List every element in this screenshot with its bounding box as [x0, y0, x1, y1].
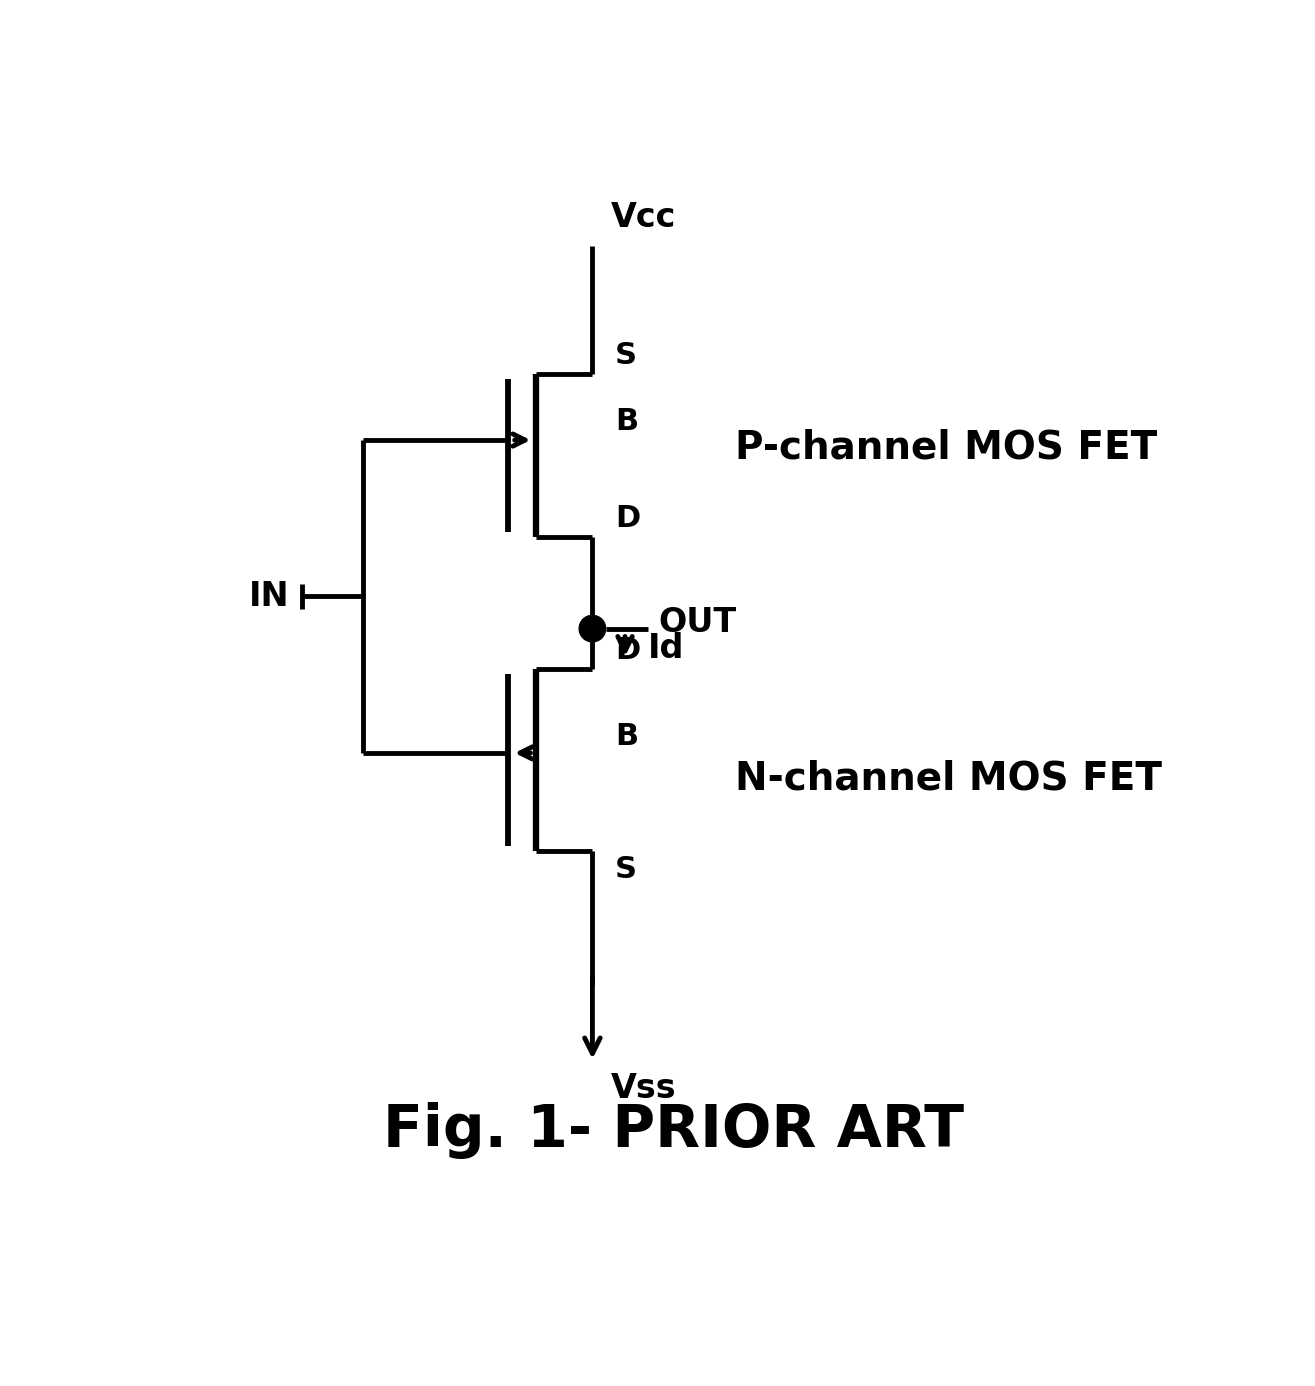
Text: D: D: [615, 503, 640, 532]
Text: Id: Id: [647, 632, 684, 665]
Text: B: B: [615, 407, 638, 437]
Text: Fig. 1- PRIOR ART: Fig. 1- PRIOR ART: [384, 1102, 964, 1159]
Text: OUT: OUT: [659, 606, 736, 639]
Text: Vss: Vss: [610, 1071, 676, 1105]
Text: P-channel MOS FET: P-channel MOS FET: [735, 428, 1157, 466]
Text: N-channel MOS FET: N-channel MOS FET: [735, 760, 1162, 797]
Text: D: D: [615, 636, 640, 665]
Text: S: S: [615, 341, 636, 370]
Text: B: B: [615, 722, 638, 751]
Text: IN: IN: [249, 579, 289, 613]
Circle shape: [579, 615, 606, 642]
Text: S: S: [615, 855, 636, 884]
Text: Vcc: Vcc: [610, 201, 676, 234]
